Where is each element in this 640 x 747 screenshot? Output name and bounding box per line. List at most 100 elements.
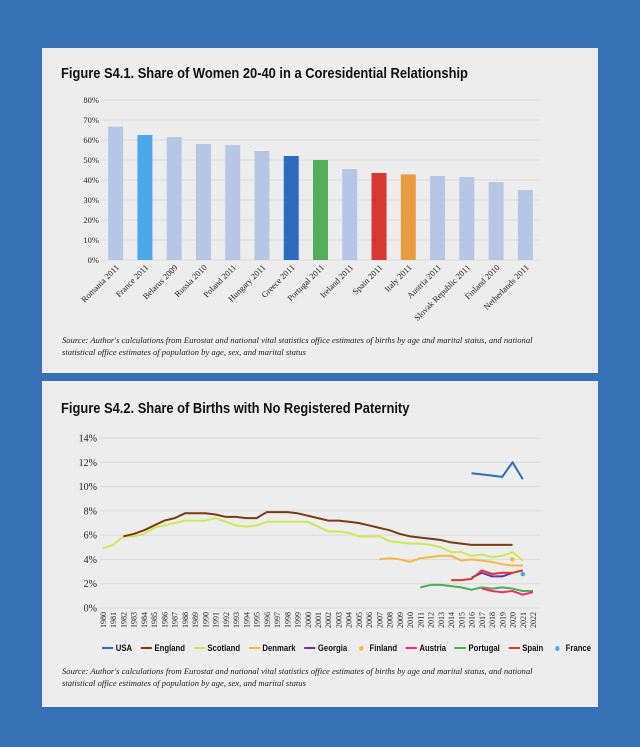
bar (488, 182, 504, 260)
legend-swatch (102, 646, 114, 650)
legend-item-france: France (552, 643, 591, 653)
y-tick-label: 0% (84, 604, 97, 615)
x-tick-label: 1996 (263, 612, 272, 628)
legend-item-denmark: Denmark (248, 643, 296, 653)
line-chart: 0%2%4%6%8%10%12%14%1980 1981 1982 1983 1984 1… (79, 434, 540, 628)
x-tick-label: 1983 (130, 612, 139, 628)
legend-label: Portugal (468, 643, 500, 653)
x-tick-label: 2005 (355, 612, 364, 628)
x-tick-label: 1997 (273, 612, 282, 628)
legend-swatch (555, 645, 560, 651)
chart-source: Source: Author's calculations from Euros… (62, 335, 533, 357)
x-tick-label: 2011 (416, 612, 425, 628)
legend-label: England (154, 643, 186, 653)
legend-swatch (454, 646, 466, 650)
y-tick-label: 4% (84, 555, 97, 566)
legend-label: Scotland (207, 643, 241, 653)
x-tick-label: Romania 2011 (79, 262, 121, 304)
x-tick-label: 1999 (294, 612, 303, 628)
y-tick-label: 10% (79, 482, 97, 493)
y-tick-label: 70% (83, 115, 99, 125)
figure-s4-1-panel: Figure S4.1. Share of Women 20-40 in a C… (42, 48, 598, 373)
x-tick-label: 2003 (334, 612, 343, 628)
y-tick-label: 8% (84, 506, 97, 517)
x-tick-label: 2014 (447, 612, 456, 628)
legend-item-portugal: Portugal (454, 643, 500, 653)
legend-swatch (248, 646, 260, 650)
y-tick-label: 10% (83, 235, 99, 245)
y-tick-label: 80% (83, 95, 99, 105)
bar (342, 169, 358, 260)
x-tick-label: 1990 (201, 612, 210, 628)
bar (254, 151, 270, 260)
bar-chart: 0%10%20%30%40%50%60%70%80%Romania 2011Fr… (79, 95, 540, 323)
x-tick-label: 1981 (109, 612, 118, 628)
x-tick-label: 2020 (509, 612, 518, 628)
x-tick-label: 1993 (232, 612, 241, 628)
x-tick-label: 2007 (375, 612, 384, 628)
bar (313, 160, 328, 260)
x-tick-label: 2006 (365, 612, 374, 628)
x-tick-label: 2018 (488, 612, 497, 628)
series-line-denmark (379, 554, 523, 567)
bar (517, 190, 533, 260)
y-tick-label: 0% (88, 255, 99, 265)
legend-label: USA (115, 643, 133, 653)
chart-legend: USA England Scotland Denmark Georgia Finland A… (102, 643, 591, 653)
y-tick-label: 60% (83, 135, 99, 145)
x-tick-label: 1994 (242, 612, 251, 628)
y-tick-label: 14% (79, 434, 97, 445)
x-tick-label: 1995 (253, 612, 262, 628)
x-tick-label: 1986 (160, 612, 169, 628)
x-tick-label: 1998 (283, 612, 292, 628)
y-tick-label: 12% (79, 458, 97, 469)
bar (108, 126, 124, 260)
series-line-usa (471, 461, 524, 480)
y-tick-label: 40% (83, 175, 99, 185)
legend-swatch (140, 646, 152, 650)
x-tick-label: 2013 (437, 612, 446, 628)
x-tick-label: 1982 (119, 612, 128, 628)
x-tick-label: 1988 (181, 612, 190, 628)
legend-item-scotland: Scotland (193, 643, 241, 653)
bar (400, 174, 416, 260)
x-tick-label: 1984 (140, 612, 149, 628)
bar (371, 173, 387, 260)
x-tick-label: 1991 (212, 612, 221, 628)
figure-s4-2-panel: Figure S4.2. Share of Births with No Reg… (42, 381, 598, 707)
x-tick-label: 1987 (171, 612, 180, 628)
x-tick-label: 2001 (314, 612, 323, 628)
legend-label: Denmark (262, 643, 296, 653)
series-point-finland (510, 557, 515, 562)
bar (137, 135, 153, 260)
y-tick-label: 30% (83, 195, 99, 205)
x-tick-label: 1992 (222, 612, 231, 628)
chart-source: Source: Author's calculations from Euros… (62, 666, 533, 688)
legend-item-finland: Finland (356, 643, 397, 653)
series-line-spain (451, 569, 523, 582)
legend-swatch (304, 646, 316, 650)
x-tick-label: 2019 (498, 612, 507, 628)
y-tick-label: 2% (84, 579, 97, 590)
bar (430, 176, 446, 260)
bar (166, 137, 182, 260)
legend-item-spain: Spain (508, 643, 543, 653)
legend-item-austria: Austria (405, 643, 446, 653)
x-tick-label: 2015 (457, 612, 466, 628)
y-tick-label: 6% (84, 531, 97, 542)
series-line-england (123, 511, 513, 546)
chart-title: Figure S4.2. Share of Births with No Reg… (61, 400, 410, 417)
y-tick-label: 50% (83, 155, 99, 165)
x-tick-label: 2021 (519, 612, 528, 628)
x-tick-label: 2012 (427, 612, 436, 628)
legend-item-georgia: Georgia (304, 643, 347, 653)
x-tick-label: 2016 (468, 612, 477, 628)
series-line-portugal (420, 583, 533, 592)
series-line-austria (481, 587, 534, 596)
x-tick-label: 2009 (396, 612, 405, 628)
legend-swatch (508, 646, 520, 650)
y-tick-label: 20% (83, 215, 99, 225)
x-tick-label: 2000 (304, 612, 313, 628)
x-tick-label: 2002 (324, 612, 333, 628)
legend-item-usa: USA (102, 643, 132, 653)
